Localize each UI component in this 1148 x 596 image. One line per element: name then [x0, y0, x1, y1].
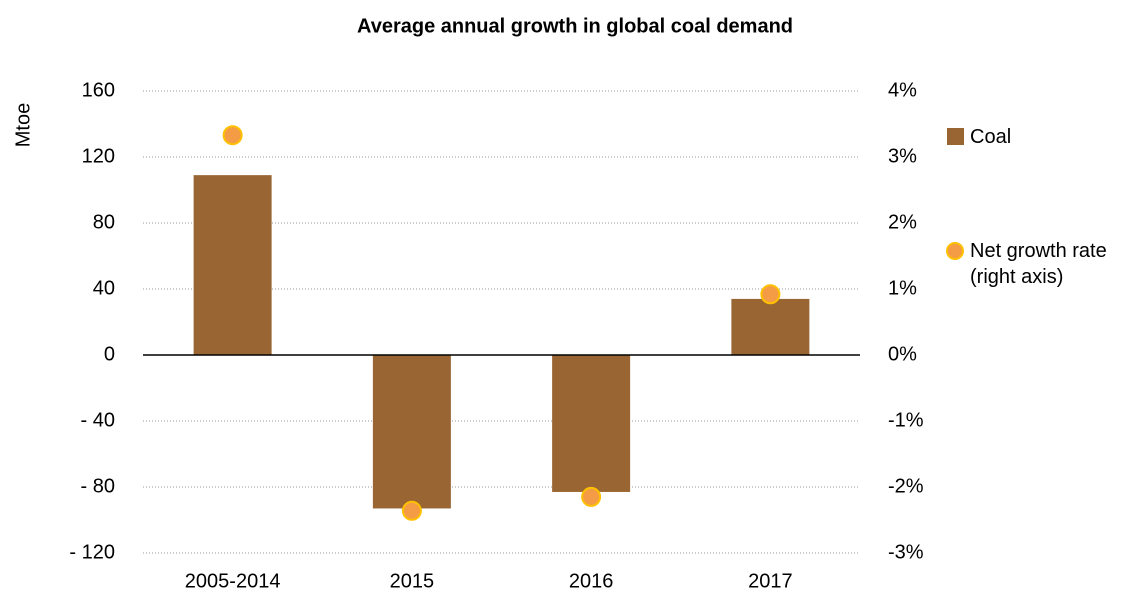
- y2-tick-label: 0%: [888, 343, 917, 365]
- y-tick-label: 120: [82, 145, 115, 167]
- chart-title: Average annual growth in global coal dem…: [357, 15, 793, 37]
- y2-tick-label: 2%: [888, 211, 917, 233]
- x-tick-label: 2016: [569, 570, 614, 592]
- point: [401, 500, 422, 521]
- legend-swatch: [947, 128, 964, 145]
- legend-swatch: [946, 242, 964, 260]
- y-tick-label: 0: [104, 343, 115, 365]
- x-tick-label: 2005-2014: [185, 570, 281, 592]
- bar: [193, 175, 272, 355]
- x-tick-label: 2015: [390, 570, 435, 592]
- point: [222, 125, 243, 146]
- bar: [372, 355, 451, 509]
- y-tick-label: 40: [93, 277, 115, 299]
- y2-tick-label: -2%: [888, 475, 924, 497]
- y2-tick-label: 1%: [888, 277, 917, 299]
- point: [581, 486, 602, 507]
- x-tick-label: 2017: [748, 570, 793, 592]
- bar: [731, 298, 810, 355]
- y-tick-label: - 40: [81, 409, 115, 431]
- y2-tick-label: 3%: [888, 145, 917, 167]
- legend-label: Coal: [970, 126, 1012, 148]
- y-axis-label: Mtoe: [12, 103, 34, 147]
- bar: [552, 355, 631, 492]
- point: [760, 284, 781, 305]
- y2-tick-label: 4%: [888, 79, 917, 101]
- y-tick-label: 160: [82, 79, 115, 101]
- y-tick-label: - 80: [81, 475, 115, 497]
- y2-tick-label: -3%: [888, 541, 924, 563]
- y-tick-label: 80: [93, 211, 115, 233]
- legend-label: Net growth rate (right axis): [970, 240, 1107, 288]
- y-tick-label: - 120: [69, 541, 115, 563]
- y2-tick-label: -1%: [888, 409, 924, 431]
